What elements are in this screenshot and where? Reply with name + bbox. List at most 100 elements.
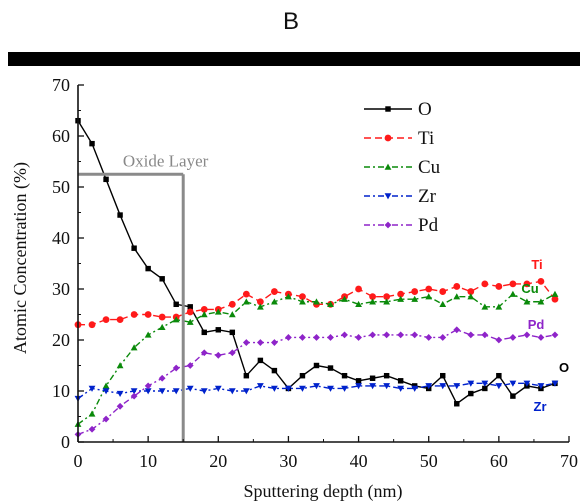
x-axis-label: Sputtering depth (nm) (244, 481, 403, 501)
data-point (369, 293, 376, 301)
data-point (214, 308, 222, 315)
data-point (425, 383, 433, 390)
legend-label: Cu (418, 157, 441, 178)
data-point (130, 388, 138, 395)
data-point (355, 334, 362, 341)
data-point (145, 265, 151, 272)
data-point (158, 388, 166, 395)
data-point (257, 357, 264, 364)
y-tick-label: 20 (52, 330, 70, 350)
x-tick-label: 50 (420, 451, 438, 471)
data-point (102, 415, 110, 423)
data-point (130, 392, 138, 400)
data-point (369, 375, 376, 381)
data-point (299, 372, 306, 379)
data-point (439, 300, 447, 308)
data-point (369, 383, 376, 390)
data-point (158, 374, 166, 382)
data-point (242, 298, 250, 305)
legend-entry-pd: Pd (364, 215, 439, 236)
axes: 0 10 20 30 40 50 60 70 0 10 20 30 40 50 60 70 (52, 75, 578, 471)
data-point (510, 393, 516, 399)
data-point (228, 388, 236, 395)
legend-entry-zr: Zr (364, 186, 437, 207)
x-tick-label: 60 (490, 451, 508, 471)
x-tick-label: 20 (209, 451, 227, 471)
y-tick-label: 60 (52, 126, 70, 146)
data-point (214, 351, 222, 359)
data-point (144, 388, 152, 395)
data-point (299, 293, 306, 301)
x-tick-label: 0 (74, 451, 83, 471)
data-point (383, 372, 390, 379)
data-point (397, 385, 405, 392)
y-tick-label: 0 (61, 432, 70, 452)
data-point (369, 331, 376, 339)
data-point (355, 285, 362, 293)
series-layer (74, 117, 559, 438)
data-point (481, 280, 489, 288)
x-tick-label: 40 (350, 451, 368, 471)
data-point (299, 385, 306, 392)
data-point (425, 285, 433, 293)
data-point (116, 390, 124, 397)
data-point (271, 367, 278, 374)
data-point (271, 339, 278, 346)
series-pd (74, 326, 559, 438)
data-point (495, 336, 503, 344)
data-point (495, 383, 503, 390)
data-point (186, 385, 194, 392)
data-point (496, 372, 502, 379)
data-point (383, 298, 391, 305)
data-point (355, 378, 362, 384)
data-point (215, 327, 222, 333)
legend-marker (384, 134, 392, 142)
data-point (131, 245, 137, 251)
data-point (103, 176, 109, 183)
data-point (411, 331, 419, 339)
data-point (172, 364, 180, 372)
data-point (285, 334, 292, 341)
data-point (144, 382, 152, 390)
data-point (313, 298, 320, 305)
data-point (509, 380, 517, 387)
data-point (117, 212, 123, 218)
data-point (159, 276, 165, 282)
data-point (440, 372, 446, 379)
data-point (523, 280, 531, 288)
legend-label: O (418, 99, 432, 120)
data-point (271, 298, 278, 305)
data-point (285, 385, 292, 392)
data-point (397, 378, 404, 384)
legend: O Ti Cu Zr Pd (364, 99, 441, 236)
data-point (229, 329, 236, 336)
data-point (285, 293, 292, 300)
legend-label: Zr (418, 186, 437, 207)
data-point (537, 334, 545, 341)
data-point (509, 334, 517, 341)
data-point (481, 331, 489, 339)
legend-entry-o: O (364, 99, 432, 120)
data-point (537, 383, 545, 390)
data-point (453, 293, 461, 300)
data-point (313, 334, 320, 341)
data-point (411, 295, 419, 302)
data-point (481, 380, 489, 387)
data-point (158, 323, 166, 330)
data-point (327, 365, 334, 371)
data-point (89, 140, 95, 147)
data-point (411, 385, 419, 392)
data-point (158, 313, 166, 321)
data-point (509, 280, 517, 288)
data-point (341, 295, 348, 302)
data-point (397, 295, 405, 302)
y-tick-label: 10 (52, 381, 70, 401)
data-point (256, 303, 264, 310)
data-point (116, 316, 124, 323)
end-label-ti: Ti (531, 257, 542, 272)
x-tick-label: 70 (560, 451, 578, 471)
data-point (200, 306, 208, 313)
data-point (537, 277, 545, 285)
data-point (341, 372, 348, 379)
data-point (173, 301, 179, 308)
